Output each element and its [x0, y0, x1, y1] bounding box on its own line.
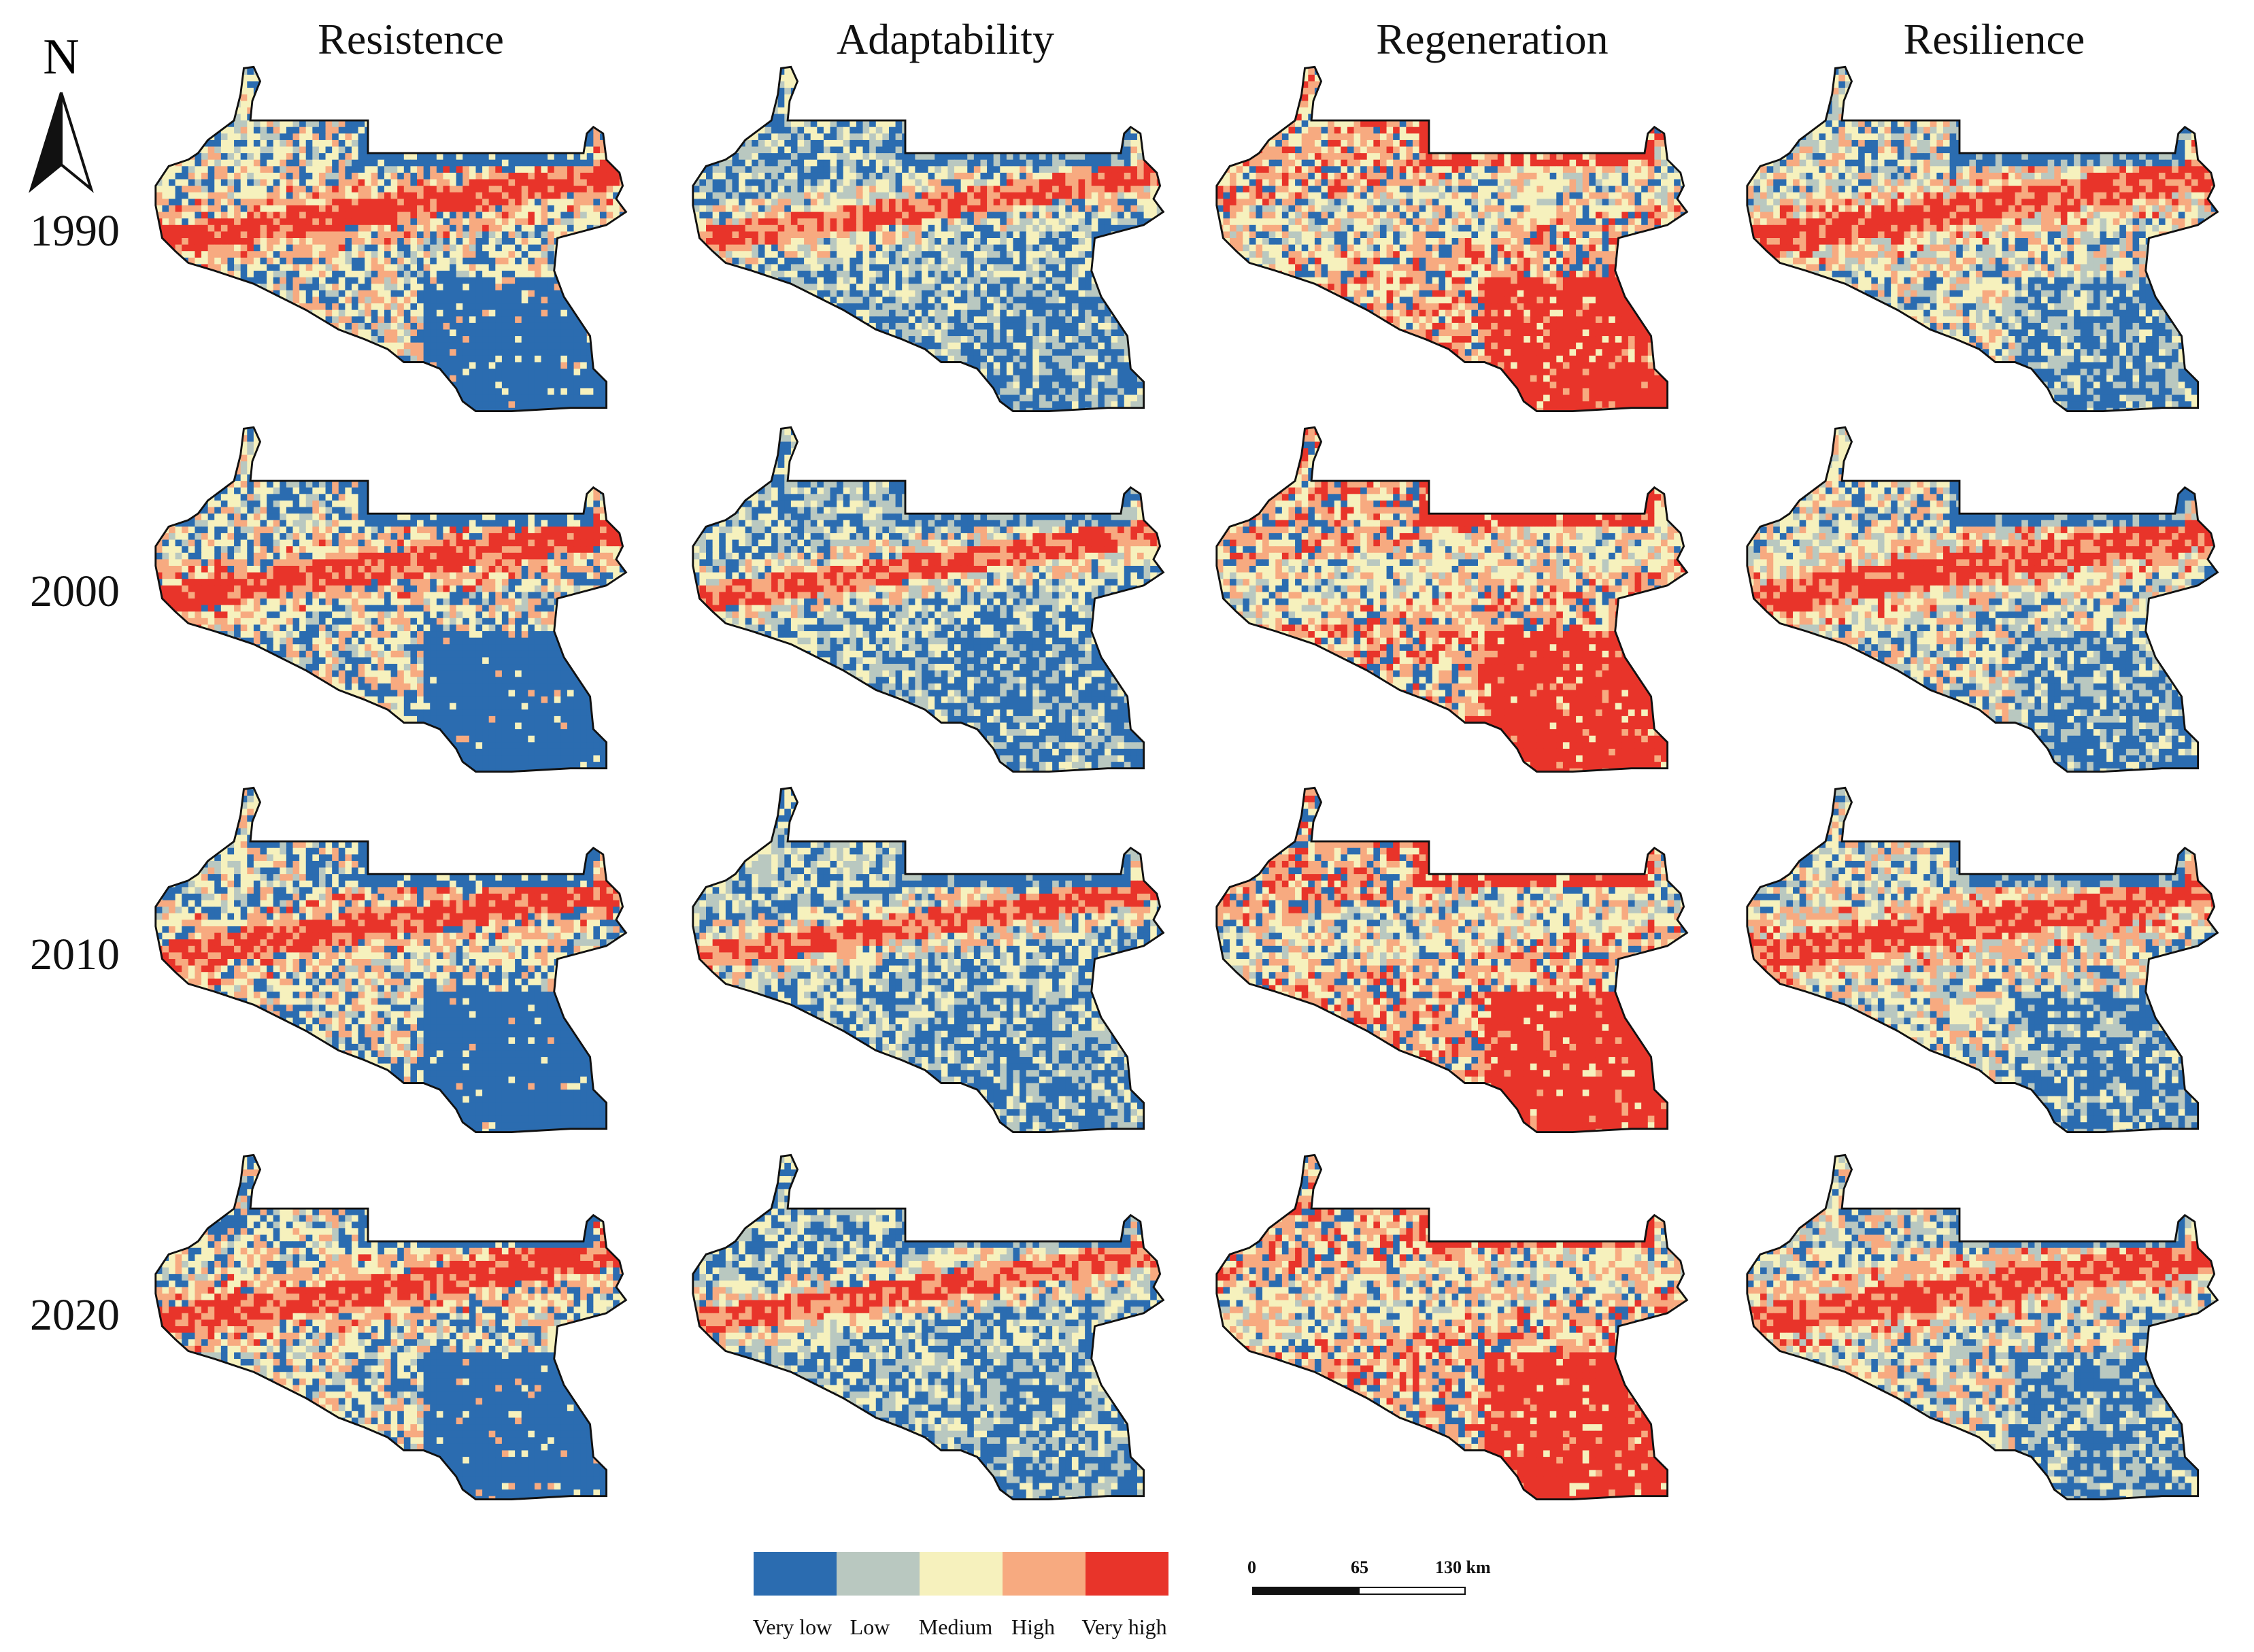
map-panel-resistence-1990: [136, 54, 633, 422]
legend-swatch-low: [837, 1552, 920, 1596]
map-panel-regeneration-2000: [1197, 415, 1694, 782]
year-label-2010: 2010: [7, 928, 143, 982]
map-panel-resistence-2000: [136, 415, 633, 782]
map-panel-resistence-2010: [136, 775, 633, 1143]
scale-bar-graphic: [1251, 1557, 1537, 1605]
north-arrow: N: [20, 27, 109, 204]
map-panel-adaptability-2010: [673, 775, 1170, 1143]
legend-swatch-medium: [920, 1552, 1003, 1596]
map-panel-regeneration-1990: [1197, 54, 1694, 422]
legend-label-very-high: Very high: [1073, 1615, 1175, 1640]
north-arrow-icon: N: [20, 27, 109, 204]
map-panel-adaptability-2000: [673, 415, 1170, 782]
north-label: N: [43, 29, 79, 85]
map-panel-resilience-1990: [1728, 54, 2224, 422]
year-label-2000: 2000: [7, 564, 143, 619]
map-panel-adaptability-1990: [673, 54, 1170, 422]
map-panel-regeneration-2010: [1197, 775, 1694, 1143]
legend-swatch-very-low: [754, 1552, 837, 1596]
map-panel-resistence-2020: [136, 1143, 633, 1510]
legend-label-high: High: [982, 1615, 1084, 1640]
map-panel-regeneration-2020: [1197, 1143, 1694, 1510]
legend-swatch-very-high: [1086, 1552, 1168, 1596]
legend: Very low Low Medium High Very high: [754, 1552, 1175, 1640]
year-label-2020: 2020: [7, 1288, 143, 1343]
legend-swatch-high: [1003, 1552, 1086, 1596]
scale-bar: 0 65 130 km: [1251, 1557, 1537, 1605]
map-panel-resilience-2000: [1728, 415, 2224, 782]
map-panel-adaptability-2020: [673, 1143, 1170, 1510]
map-panel-resilience-2020: [1728, 1143, 2224, 1510]
map-panel-resilience-2010: [1728, 775, 2224, 1143]
year-label-1990: 1990: [7, 204, 143, 258]
